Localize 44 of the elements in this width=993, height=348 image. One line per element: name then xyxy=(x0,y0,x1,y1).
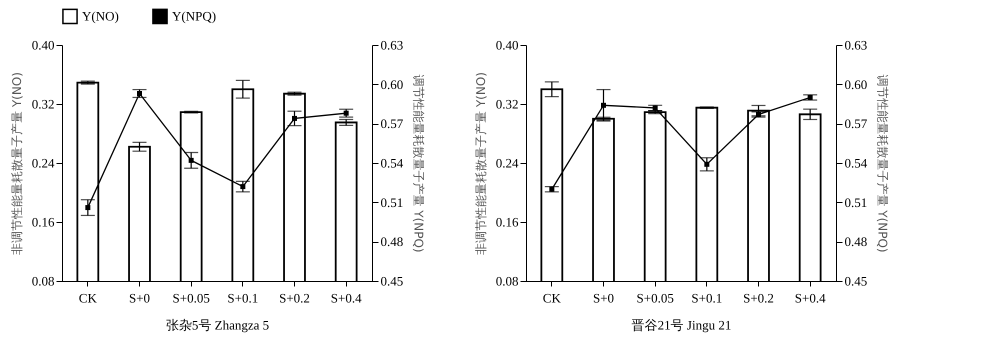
y2-tick-label: 0.63 xyxy=(844,38,868,52)
y-tick-label: 0.08 xyxy=(496,274,518,288)
y2-tick-label: 0.57 xyxy=(380,116,404,132)
legend-label: Y(NO) xyxy=(82,8,119,24)
y-axis-title: 非调节性能量耗散量子产量 Y(NO) xyxy=(474,72,488,255)
x-axis-title: 晋谷21号 Jingu 21 xyxy=(632,318,732,332)
legend-label: Y(NPQ) xyxy=(172,8,216,24)
y-tick-label: 0.24 xyxy=(32,156,55,170)
y-tick-label: 0.08 xyxy=(32,274,54,288)
y2-tick-label: 0.51 xyxy=(844,194,868,210)
x-tick-label: S+0.4 xyxy=(330,290,362,306)
y-tick-label: 0.16 xyxy=(496,214,519,230)
x-tick-label: S+0 xyxy=(128,290,150,306)
x-tick-label: S+0.1 xyxy=(691,290,722,306)
y2-tick-label: 0.45 xyxy=(844,274,868,288)
y2-tick-label: 0.48 xyxy=(380,234,404,250)
x-axis-title: 张杂5号 Zhangza 5 xyxy=(166,318,270,332)
y-tick-label: 0.40 xyxy=(32,38,54,52)
x-tick-label: CK xyxy=(78,290,98,306)
y2-axis-title: 调节性能量耗散量子产量 Y(NPQ) xyxy=(875,74,890,253)
y2-tick-label: 0.54 xyxy=(380,156,404,170)
x-tick-label: S+0.4 xyxy=(794,290,826,306)
x-tick-label: S+0 xyxy=(592,290,614,306)
y2-axis-title: 调节性能量耗散量子产量 Y(NPQ) xyxy=(411,74,426,253)
x-tick-label: S+0.05 xyxy=(172,290,210,306)
y2-tick-label: 0.60 xyxy=(380,76,404,92)
x-tick-label: CK xyxy=(542,290,562,306)
y2-tick-label: 0.57 xyxy=(844,116,868,132)
x-tick-label: S+0.2 xyxy=(743,290,774,306)
y2-tick-label: 0.48 xyxy=(844,234,868,250)
x-tick-label: S+0.05 xyxy=(636,290,674,306)
y2-tick-label: 0.45 xyxy=(380,274,404,288)
y2-tick-label: 0.63 xyxy=(380,38,404,52)
y-axis-title: 非调节性能量耗散量子产量 Y(NO) xyxy=(10,72,24,255)
y-tick-label: 0.16 xyxy=(32,214,55,230)
y-tick-label: 0.32 xyxy=(32,96,54,112)
y2-tick-label: 0.54 xyxy=(844,156,868,170)
x-tick-label: S+0.1 xyxy=(227,290,258,306)
y2-tick-label: 0.51 xyxy=(380,194,404,210)
y-tick-label: 0.24 xyxy=(496,156,519,170)
y-tick-label: 0.40 xyxy=(496,38,518,52)
y-tick-label: 0.32 xyxy=(496,96,518,112)
y2-tick-label: 0.60 xyxy=(844,76,868,92)
x-tick-label: S+0.2 xyxy=(279,290,310,306)
